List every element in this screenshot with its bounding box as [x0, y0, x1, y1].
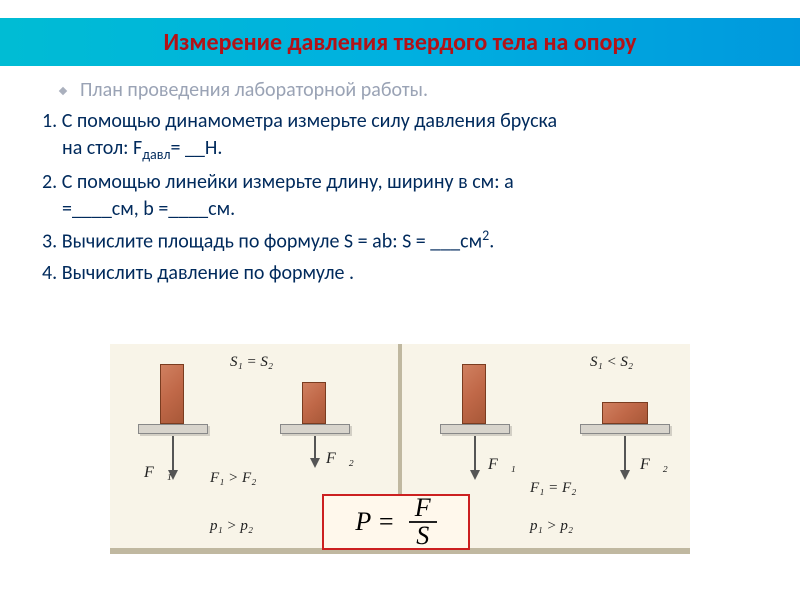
step-3b: . [489, 230, 494, 254]
force-arrow-l1 [172, 436, 174, 478]
f2v-label-r: F⃗₂ [640, 456, 668, 474]
right-p-eq: p₁ > p₂ [530, 518, 573, 535]
step-2-line2: =____см, b =____см. [62, 197, 235, 221]
f2v-label-l: F⃗₂ [326, 450, 354, 468]
step-1-sub: давл [142, 146, 170, 163]
platform-l1 [138, 424, 208, 434]
force-arrow-l2 [314, 436, 316, 466]
platform-r1 [440, 424, 510, 434]
formula-box: P = F S [322, 494, 470, 550]
step-1: 1. С помощью динамометра измерьте силу д… [62, 108, 762, 165]
right-s-eq: S₁ < S₂ [590, 354, 633, 371]
step-1-line2b: = __Н. [170, 136, 222, 160]
right-f-eq: F₁ = F₂ [530, 480, 576, 497]
brick-l1 [160, 364, 184, 424]
slide-title: Измерение давления твердого тела на опор… [164, 28, 637, 57]
plan-label-text: План проведения лабораторной работы. [80, 78, 428, 102]
bullet-icon [59, 87, 67, 95]
plan-heading: План проведения лабораторной работы. [42, 78, 762, 102]
pressure-diagram: S₁ = S₂ F⃗₁ F⃗₂ F₁ > F₂ p₁ > p₂ S₁ < S₂ … [110, 344, 690, 554]
step-4: 4. Вычислить давление по формуле . [62, 260, 762, 287]
brick-l2 [302, 382, 326, 424]
step-1-line1: 1. С помощью динамометра измерьте силу д… [42, 109, 557, 133]
platform-l2 [280, 424, 350, 434]
step-2-line1: 2. С помощью линейки измерьте длину, шир… [42, 170, 514, 194]
force-arrow-r1 [474, 436, 476, 478]
f1v-label-l: F⃗₁ [144, 464, 172, 482]
brick-r1 [462, 364, 486, 424]
formula-P: P [355, 507, 371, 537]
step-4-text: 4. Вычислить давление по формуле . [42, 261, 354, 285]
formula-eq: = [377, 507, 395, 537]
step-2: 2. С помощью линейки измерьте длину, шир… [62, 169, 762, 223]
formula-F: F [409, 495, 437, 521]
platform-r2 [580, 424, 670, 434]
step-3: 3. Вычислите площадь по формуле S = ab: … [62, 227, 762, 256]
pressure-formula: P = F S [355, 495, 436, 549]
step-1-line2a: на стол: F [62, 136, 142, 160]
left-s-eq: S₁ = S₂ [230, 354, 273, 371]
left-f-eq: F₁ > F₂ [210, 470, 256, 487]
f1v-label-r: F⃗₁ [488, 456, 516, 474]
brick-r2 [602, 402, 648, 424]
left-p-eq: p₁ > p₂ [210, 518, 253, 535]
formula-fraction: F S [409, 495, 437, 549]
content-block: План проведения лабораторной работы. 1. … [42, 78, 762, 291]
step-3a: 3. Вычислите площадь по формуле S = ab: … [42, 230, 482, 254]
header-band: Измерение давления твердого тела на опор… [0, 18, 800, 66]
force-arrow-r2 [624, 436, 626, 478]
formula-S: S [410, 523, 435, 549]
